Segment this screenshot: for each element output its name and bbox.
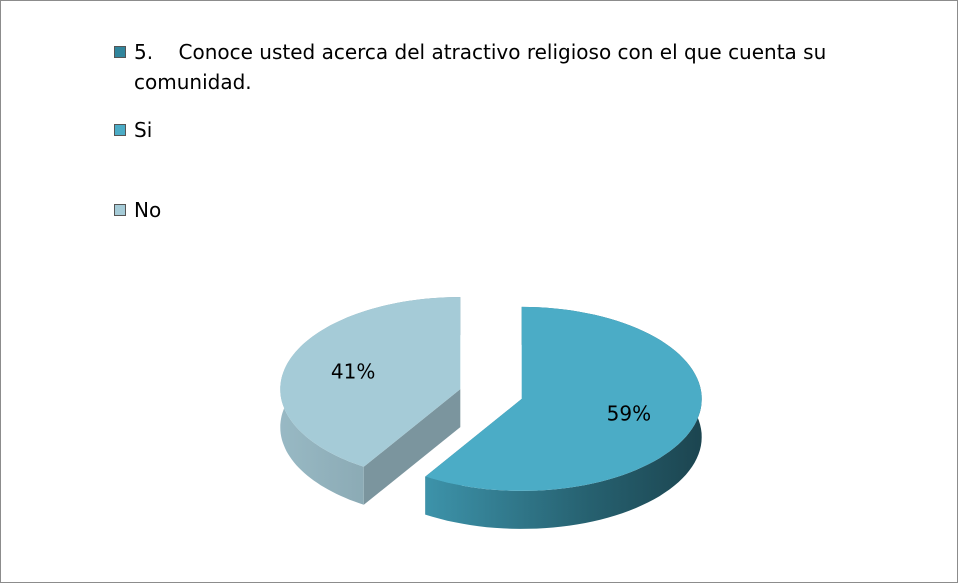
legend-label: No xyxy=(134,198,162,222)
legend-swatch xyxy=(114,46,126,58)
legend-swatch xyxy=(114,124,126,136)
legend-swatch xyxy=(114,204,126,216)
legend-entry: Si xyxy=(114,115,894,145)
legend-entry: No xyxy=(114,195,894,225)
legend-entry: 5. Conoce usted acerca del atractivo rel… xyxy=(114,37,894,97)
slice xyxy=(425,306,702,491)
slice-side xyxy=(363,389,461,505)
slice xyxy=(280,297,461,467)
legend-label: 5. Conoce usted acerca del atractivo rel… xyxy=(134,40,833,94)
data-label: 41% xyxy=(331,360,375,384)
legend: 5. Conoce usted acerca del atractivo rel… xyxy=(114,37,894,225)
legend-label: Si xyxy=(134,118,153,142)
data-label: 59% xyxy=(607,401,651,425)
